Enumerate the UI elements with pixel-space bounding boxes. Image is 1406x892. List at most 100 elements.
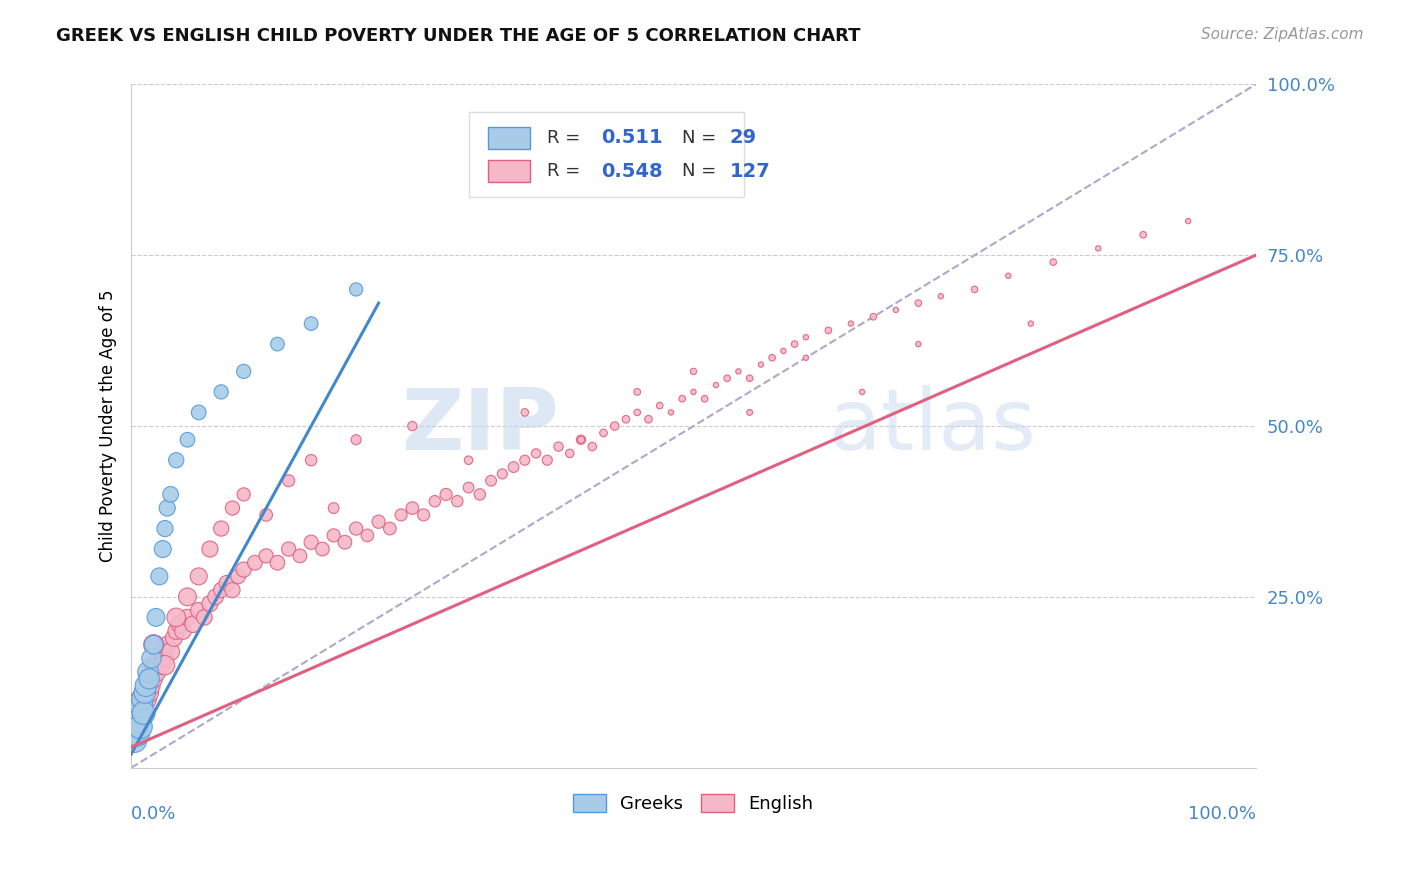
Point [148,569,170,583]
Point [513,453,536,467]
Point [761,351,783,365]
Point [149,658,172,673]
Point [479,474,502,488]
Point [603,419,626,434]
Point [209,522,232,536]
Point [165,610,187,624]
Point [468,487,491,501]
Point [423,494,446,508]
Point [124,726,146,740]
Point [682,384,704,399]
Point [136,679,159,693]
Point [277,474,299,488]
Point [128,699,150,714]
Point [153,522,176,536]
Point [772,343,794,358]
Point [141,651,163,665]
Point [198,542,221,557]
Point [142,638,165,652]
Point [243,556,266,570]
Text: 127: 127 [730,161,770,181]
Point [1087,242,1109,256]
Text: atlas: atlas [828,384,1036,467]
Point [727,364,749,378]
Point [1132,227,1154,242]
Point [356,528,378,542]
Point [124,733,146,747]
Point [997,268,1019,283]
Point [963,282,986,296]
Point [163,631,186,645]
Point [159,487,181,501]
Point [862,310,884,324]
Point [152,542,174,557]
Point [659,405,682,419]
Point [401,419,423,434]
Point [129,720,152,734]
Point [502,460,524,475]
Point [1019,317,1042,331]
Point [232,563,254,577]
Point [209,384,232,399]
Point [884,302,907,317]
Point [288,549,311,563]
Point [226,569,249,583]
Point [716,371,738,385]
Point [333,535,356,549]
FancyBboxPatch shape [488,161,530,182]
Point [648,399,671,413]
Text: Source: ZipAtlas.com: Source: ZipAtlas.com [1201,27,1364,42]
Point [524,446,547,460]
Point [783,337,806,351]
Point [131,692,153,706]
Text: R =: R = [547,128,581,147]
Point [299,453,322,467]
Point [536,453,558,467]
Point [172,624,194,638]
Point [142,672,165,686]
Point [592,425,614,440]
Point [132,706,155,720]
Point [457,481,479,495]
FancyBboxPatch shape [488,127,530,149]
Point [412,508,434,522]
Point [1177,214,1199,228]
Point [266,337,288,351]
Point [135,692,157,706]
Point [136,665,159,679]
Point [139,679,162,693]
Point [671,392,693,406]
Point [299,535,322,549]
Text: R =: R = [547,162,581,180]
Point [127,706,149,720]
Text: 0.0%: 0.0% [131,805,177,823]
Text: 29: 29 [730,128,756,147]
Point [491,467,513,481]
Point [125,720,148,734]
Point [176,610,198,624]
Point [682,364,704,378]
Point [434,487,457,501]
Point [322,528,344,542]
Point [187,603,209,617]
Point [142,658,165,673]
Point [254,549,277,563]
Point [165,624,187,638]
Point [704,378,727,392]
Point [169,617,191,632]
Point [378,522,401,536]
Point [299,317,322,331]
Point [134,685,156,699]
Point [344,522,367,536]
Point [446,494,468,508]
Point [401,501,423,516]
Point [181,617,204,632]
Point [187,569,209,583]
Point [193,610,215,624]
Point [907,337,929,351]
FancyBboxPatch shape [468,112,744,197]
Point [145,665,167,679]
Point [794,351,817,365]
Point [145,610,167,624]
Point [221,582,243,597]
